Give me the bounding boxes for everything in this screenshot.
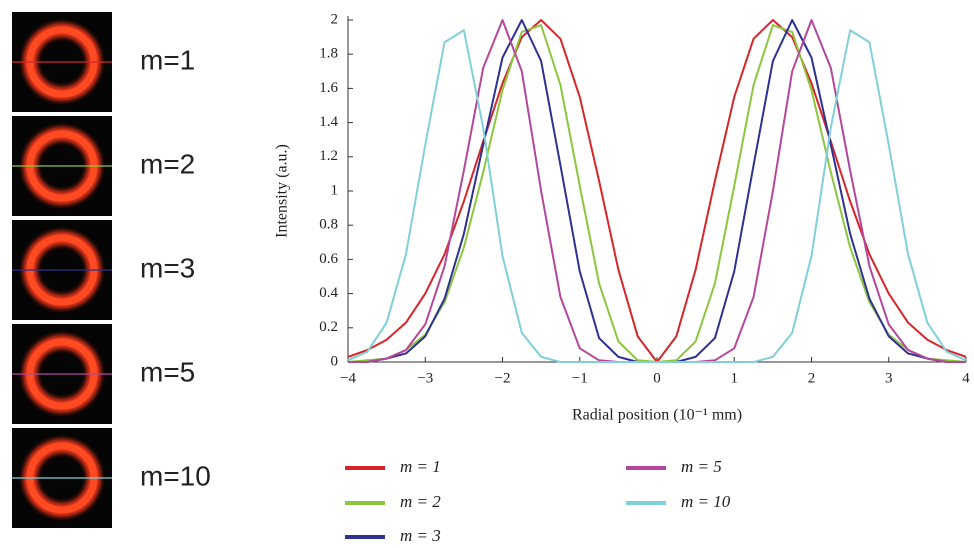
- y-tick-label: 0: [331, 353, 339, 369]
- y-tick-label: 1.2: [319, 148, 338, 164]
- y-axis-label: Intensity (a.u.): [274, 144, 291, 238]
- x-tick-label: −1: [572, 370, 588, 386]
- x-tick-label: −3: [417, 370, 433, 386]
- y-tick-label: 1: [331, 182, 339, 198]
- y-tick-label: 0.8: [319, 217, 338, 233]
- panel-label: m=5: [140, 356, 195, 387]
- panel-label: m=1: [140, 44, 195, 75]
- legend-label: m = 10: [681, 492, 731, 511]
- x-tick-label: 2: [808, 370, 816, 386]
- x-tick-label: 3: [885, 370, 893, 386]
- series-line: [347, 19, 967, 363]
- series-line: [348, 19, 966, 363]
- y-tick-label: 1.6: [319, 80, 338, 96]
- y-tick-label: 0.4: [319, 285, 338, 301]
- series-line: [347, 24, 967, 363]
- y-tick-label: 1.8: [319, 46, 338, 62]
- y-tick-label: 0.6: [319, 251, 338, 267]
- legend-label: m = 3: [400, 526, 441, 545]
- panel-label: m=10: [140, 460, 211, 491]
- series-line: [347, 29, 967, 363]
- legend-label: m = 1: [400, 457, 441, 476]
- x-axis-label: Radial position (10⁻¹ mm): [572, 407, 742, 424]
- y-tick-label: 0.2: [319, 319, 338, 335]
- x-tick-label: 0: [653, 370, 661, 386]
- x-tick-label: 1: [731, 370, 739, 386]
- x-tick-label: 4: [962, 370, 970, 386]
- panel-label: m=2: [140, 148, 195, 179]
- y-tick-label: 2: [331, 11, 339, 27]
- y-tick-label: 1.4: [319, 114, 338, 130]
- panel-label: m=3: [140, 252, 195, 283]
- legend-label: m = 2: [400, 492, 441, 511]
- x-tick-label: −2: [495, 370, 511, 386]
- series-line: [348, 19, 966, 363]
- legend-label: m = 5: [681, 457, 722, 476]
- x-tick-label: −4: [340, 370, 356, 386]
